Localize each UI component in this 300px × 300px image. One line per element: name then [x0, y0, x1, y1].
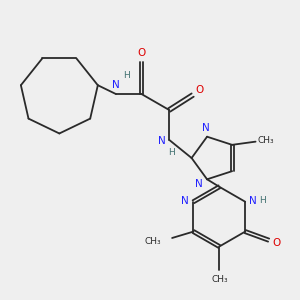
Text: H: H: [260, 196, 266, 205]
Text: N: N: [158, 136, 166, 146]
Text: N: N: [249, 196, 257, 206]
Text: H: H: [169, 148, 175, 157]
Text: O: O: [272, 238, 280, 248]
Text: N: N: [195, 178, 203, 189]
Text: CH₃: CH₃: [211, 275, 228, 284]
Text: CH₃: CH₃: [258, 136, 274, 145]
Text: O: O: [137, 49, 146, 58]
Text: H: H: [123, 71, 130, 80]
Text: CH₃: CH₃: [145, 237, 161, 246]
Text: N: N: [181, 196, 188, 206]
Text: N: N: [202, 123, 210, 133]
Text: O: O: [196, 85, 204, 95]
Text: N: N: [112, 80, 120, 90]
